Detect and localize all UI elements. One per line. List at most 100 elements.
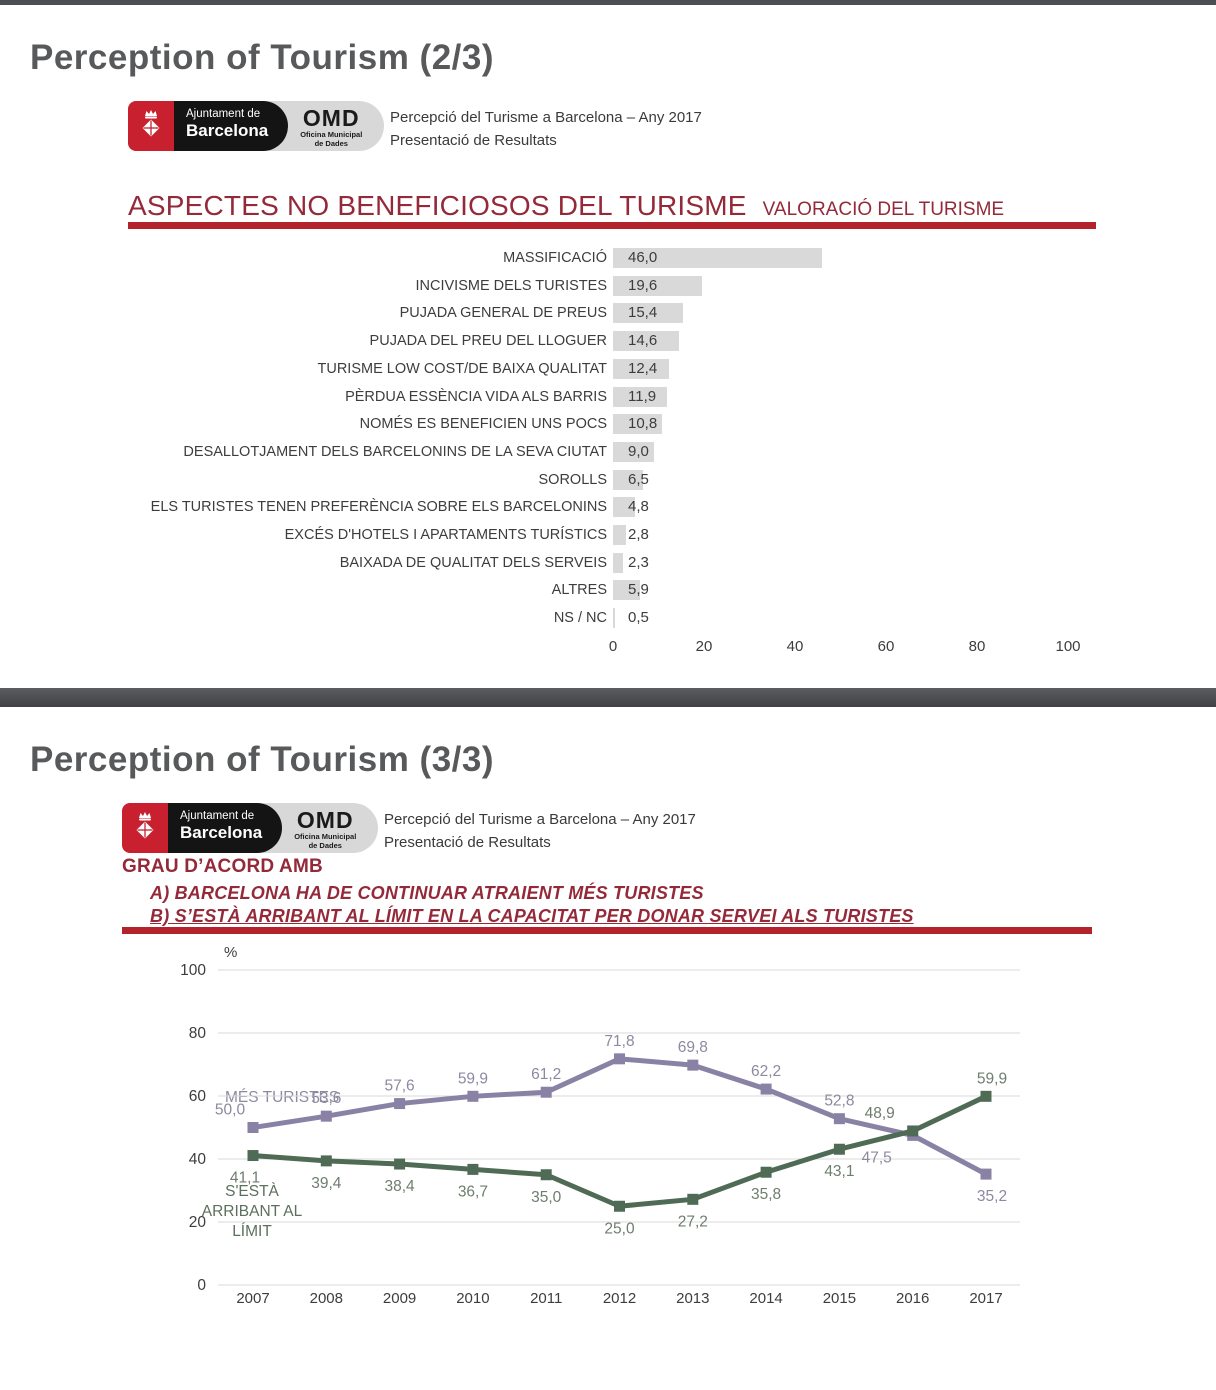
y-axis-tick-label: 60	[189, 1088, 207, 1105]
slide2-heading: GRAU D’ACORD AMB	[122, 856, 323, 877]
data-point-label: 71,8	[604, 1033, 634, 1050]
data-point-label: 61,2	[531, 1066, 561, 1083]
data-point-marker	[247, 1122, 259, 1133]
x-axis-tick-label: 20	[695, 638, 713, 655]
x-axis-year-label: 2009	[383, 1290, 416, 1307]
bar-row: MASSIFICACIÓ 46,0	[0, 248, 1216, 268]
slide2-subtitle: Percepció del Turisme a Barcelona – Any …	[384, 808, 696, 854]
logo-omd-acronym: OMD	[302, 105, 360, 131]
x-axis-year-label: 2015	[823, 1290, 856, 1307]
bar-category-label: EXCÉS D'HOTELS I APARTAMENTS TURÍSTICS	[284, 527, 607, 543]
data-point-label: 59,9	[458, 1070, 488, 1087]
bar-category-label: NOMÉS ES BENEFICIEN UNS POCS	[359, 416, 607, 433]
bar-value-label: 46,0	[628, 249, 658, 266]
slide1-chart-heading: ASPECTES NO BENEFICIOSOS DEL TURISME VAL…	[128, 190, 1004, 222]
bar-category-label: SOROLLS	[538, 471, 608, 488]
data-point-marker	[320, 1110, 332, 1122]
bar	[613, 580, 640, 601]
bar-row: INCIVISME DELS TURISTES 19,6	[0, 275, 1216, 296]
bar-category-label: DESALLOTJAMENT DELS BARCELONINS DE LA SE…	[183, 443, 607, 460]
data-point-marker	[833, 1113, 845, 1125]
x-axis-year-label: 2008	[310, 1290, 343, 1307]
bar	[613, 303, 684, 324]
bar-category-label: PUJADA GENERAL DE PREUS	[399, 305, 607, 322]
data-point-marker	[614, 1200, 625, 1212]
x-axis-tick-label: 0	[608, 638, 618, 655]
bar-category-label: BAIXADA DE QUALITAT DELS SERVEIS	[339, 554, 607, 571]
x-axis-year-label: 2013	[676, 1290, 709, 1307]
bar-row: NOMÉS ES BENEFICIEN UNS POCS 10,8	[0, 414, 1216, 435]
data-point-label: 39,4	[311, 1175, 342, 1192]
data-point-marker	[760, 1166, 772, 1178]
data-point-label: 69,8	[678, 1039, 708, 1056]
bar-row: SOROLLS 6,5	[0, 469, 1216, 490]
x-axis-year-label: 2016	[896, 1290, 929, 1307]
bar-category-label: ALTRES	[551, 582, 607, 599]
data-point-marker	[247, 1150, 259, 1162]
bar-category-label: PUJADA DEL PREU DEL LLOGUER	[369, 333, 607, 350]
bar	[613, 386, 668, 407]
bar-value-label: 0,5	[628, 609, 649, 627]
slide2-title: Perception of Tourism (3/3)	[30, 740, 495, 779]
data-point-marker	[467, 1090, 479, 1102]
data-point-marker	[467, 1163, 479, 1175]
bar-value-label: 9,0	[628, 442, 649, 460]
bar	[613, 331, 680, 352]
y-axis-unit-label: %	[224, 944, 238, 961]
logo-omd-sub2: de Dades	[308, 840, 342, 850]
data-point-marker	[320, 1155, 332, 1167]
slide1-title: Perception of Tourism (2/3)	[30, 38, 495, 77]
bar-row: NS / NC 0,5	[0, 608, 1216, 629]
line-chart: 0 20 40 60 80 100 2007 2008 2009 2010 2011 2012 2013…	[180, 962, 1020, 1307]
data-point-marker	[907, 1125, 919, 1137]
data-point-marker	[394, 1098, 406, 1110]
data-point-label: 59,9	[977, 1070, 1007, 1087]
data-point-label: 50,0	[215, 1102, 246, 1119]
y-axis-tick-label: 20	[189, 1214, 207, 1231]
heading-underline-bar	[128, 222, 1096, 229]
bar-row: PUJADA DEL PREU DEL LLOGUER 14,6	[0, 331, 1216, 352]
bar-category-label: MASSIFICACIÓ	[503, 250, 607, 266]
subtitle-line2: Presentació de Resultats	[384, 834, 551, 851]
bar	[613, 414, 663, 435]
bar-value-label: 19,6	[628, 276, 658, 294]
data-point-label: 48,9	[865, 1105, 895, 1122]
data-point-label: 36,7	[458, 1183, 488, 1200]
x-axis-tick-label: 100	[1055, 638, 1081, 655]
chart1-title: ASPECTES NO BENEFICIOSOS DEL TURISME	[128, 190, 747, 221]
data-point-label: 35,8	[751, 1186, 781, 1203]
x-axis-year-label: 2017	[969, 1290, 1002, 1307]
data-point-marker	[540, 1169, 552, 1181]
data-point-label: 27,2	[678, 1213, 708, 1230]
bar-value-label: 14,6	[628, 332, 658, 350]
y-axis-tick-label: 0	[197, 1277, 206, 1294]
bar-value-label: 12,4	[628, 359, 658, 377]
y-axis-tick-label: 80	[189, 1025, 207, 1042]
data-point-label: 38,4	[385, 1178, 416, 1195]
bar	[613, 497, 635, 518]
barcelona-crest-icon	[128, 101, 174, 151]
x-axis-year-label: 2014	[749, 1290, 782, 1307]
bar-value-label: 6,5	[628, 470, 649, 488]
bar-category-label: INCIVISME DELS TURISTES	[415, 277, 608, 294]
bar-chart: MASSIFICACIÓ 46,0 INCIVISME DELS TURISTES 1…	[0, 0, 1216, 690]
bar-value-label: 5,9	[628, 581, 649, 599]
data-point-label: 57,6	[385, 1078, 415, 1095]
bar	[613, 275, 703, 296]
bar	[613, 608, 616, 629]
subtitle-line1: Percepció del Turisme a Barcelona – Any …	[390, 109, 702, 126]
bar-row: ELS TURISTES TENEN PREFERÈNCIA SOBRE ELS…	[0, 497, 1216, 518]
x-axis-tick-label: 80	[968, 638, 986, 655]
logo-org-name: Ajuntament de Barcelona	[168, 803, 283, 853]
bar-row: TURISME LOW COST/DE BAIXA QUALITAT 12,4	[0, 358, 1216, 379]
bar-value-label: 10,8	[628, 415, 658, 433]
bar-category-label: PÈRDUA ESSÈNCIA VIDA ALS BARRIS	[345, 388, 607, 405]
logo-omd-sub1: Oficina Municipal	[294, 832, 357, 841]
logo-omd-sub1: Oficina Municipal	[300, 130, 363, 139]
bar-value-label: 15,4	[628, 304, 658, 322]
x-axis-year-label: 2010	[456, 1290, 489, 1307]
data-point-marker	[980, 1168, 992, 1180]
bar-value-label: 2,8	[628, 526, 649, 543]
x-axis-tick-label: 60	[877, 638, 895, 655]
